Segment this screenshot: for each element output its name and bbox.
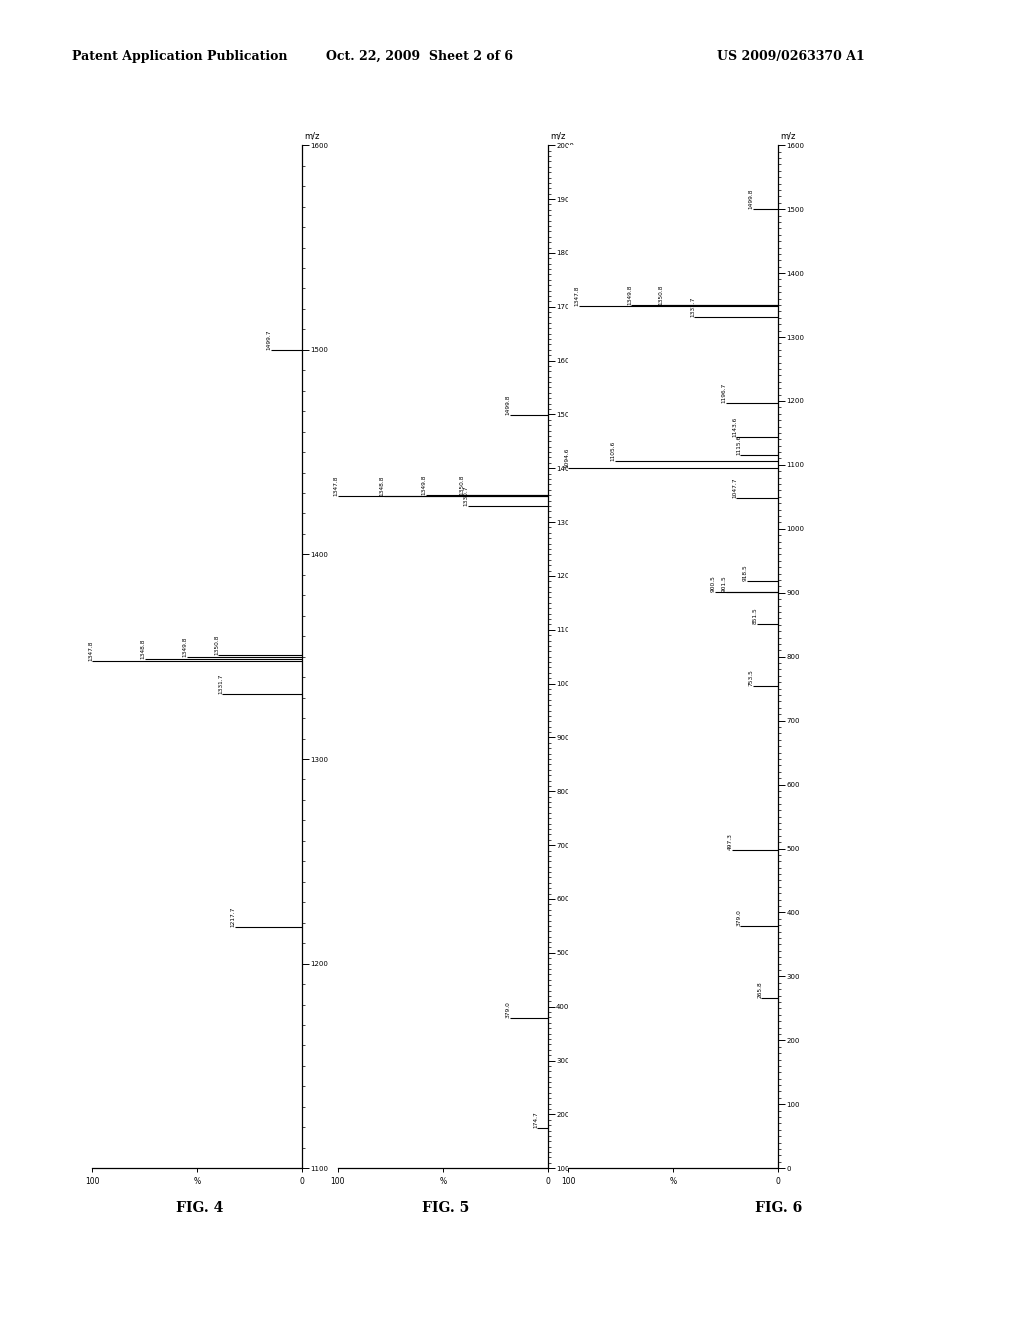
- Text: 753.5: 753.5: [749, 669, 754, 686]
- Text: Oct. 22, 2009  Sheet 2 of 6: Oct. 22, 2009 Sheet 2 of 6: [327, 50, 513, 63]
- Text: 497.3: 497.3: [728, 833, 733, 850]
- Text: 901.5: 901.5: [722, 576, 727, 591]
- Text: 1105.6: 1105.6: [610, 441, 615, 461]
- Text: 1217.7: 1217.7: [230, 907, 236, 928]
- Text: 1347.8: 1347.8: [334, 475, 339, 496]
- Text: 174.7: 174.7: [534, 1111, 539, 1129]
- Text: 851.5: 851.5: [753, 607, 758, 624]
- Text: 1499.7: 1499.7: [266, 330, 271, 350]
- Text: FIG. 4: FIG. 4: [176, 1201, 223, 1214]
- Text: 1350.8: 1350.8: [214, 635, 219, 655]
- Text: 1350.8: 1350.8: [460, 474, 465, 495]
- Text: 1331.7: 1331.7: [690, 297, 695, 317]
- Text: 379.0: 379.0: [736, 909, 741, 925]
- Text: 1047.7: 1047.7: [732, 478, 737, 499]
- Text: 1348.8: 1348.8: [380, 475, 385, 496]
- Text: 1349.8: 1349.8: [182, 636, 187, 657]
- Text: 1348.8: 1348.8: [140, 639, 145, 659]
- Text: FIG. 5: FIG. 5: [422, 1201, 469, 1214]
- Text: Patent Application Publication: Patent Application Publication: [72, 50, 287, 63]
- Text: m/z: m/z: [550, 131, 565, 140]
- Text: 1349.8: 1349.8: [422, 475, 427, 495]
- Text: 1349.8: 1349.8: [627, 285, 632, 305]
- Text: 1330.7: 1330.7: [464, 484, 469, 506]
- Text: 1499.8: 1499.8: [749, 189, 754, 210]
- Text: m/z: m/z: [780, 131, 796, 140]
- Text: 1347.8: 1347.8: [88, 640, 93, 661]
- Text: 1347.8: 1347.8: [574, 286, 580, 306]
- Text: 1331.7: 1331.7: [218, 673, 223, 694]
- Text: 900.5: 900.5: [711, 576, 716, 593]
- Text: FIG. 6: FIG. 6: [755, 1201, 802, 1214]
- Text: 1196.7: 1196.7: [722, 383, 727, 403]
- Text: 265.8: 265.8: [758, 982, 762, 998]
- Text: US 2009/0263370 A1: US 2009/0263370 A1: [717, 50, 864, 63]
- Text: 1115.6: 1115.6: [736, 434, 741, 455]
- Text: 1350.8: 1350.8: [658, 284, 664, 305]
- Text: 918.5: 918.5: [742, 564, 748, 581]
- Text: 1143.6: 1143.6: [732, 417, 737, 437]
- Text: m/z: m/z: [304, 131, 319, 140]
- Text: 379.0: 379.0: [506, 1001, 511, 1018]
- Text: 1094.6: 1094.6: [564, 447, 569, 469]
- Text: 1499.8: 1499.8: [506, 393, 511, 414]
